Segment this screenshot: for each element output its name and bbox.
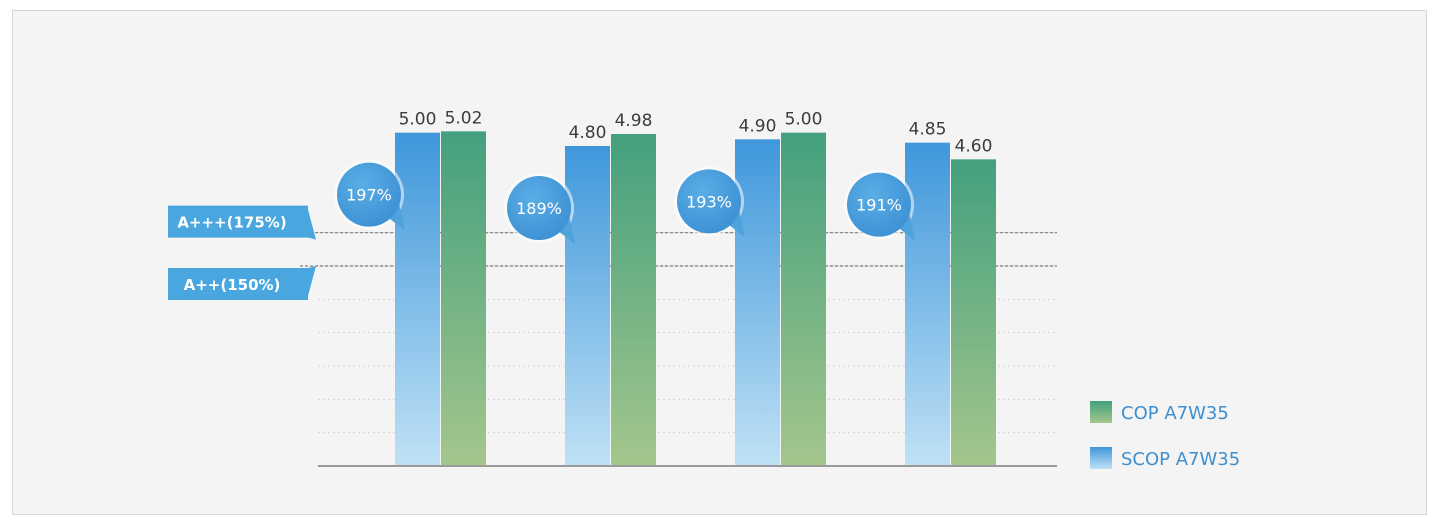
efficiency-bubble: [507, 176, 571, 240]
data-label-cop: 4.60: [955, 136, 993, 156]
efficiency-bubble-tail: [727, 209, 745, 238]
efficiency-bubble-tail: [387, 202, 405, 231]
legend: COP A7W35 SCOP A7W35: [1090, 401, 1240, 470]
data-label-scop: 4.80: [569, 123, 607, 143]
reference-tags: A+++(175%) A++(150%): [168, 205, 316, 300]
efficiency-bubble-tail: [897, 212, 915, 241]
reference-tag-label: A++(150%): [184, 276, 281, 294]
reference-tag-pointer: [308, 266, 316, 296]
efficiency-bubble: [677, 169, 741, 234]
bar-cop: [441, 131, 486, 467]
data-label-scop: 5.00: [399, 110, 437, 130]
efficiency-label: 197%: [346, 186, 392, 205]
bar-cop: [611, 134, 656, 466]
efficiency-bubble-tail: [557, 216, 575, 244]
legend-swatch-scop: [1090, 447, 1112, 469]
legend-swatch-cop: [1090, 401, 1112, 423]
efficiency-label: 193%: [686, 192, 732, 211]
legend-label-cop: COP A7W35: [1121, 403, 1229, 424]
reference-tag-pointer: [308, 209, 316, 240]
bar-scop: [735, 139, 780, 467]
efficiency-bubble: [337, 162, 401, 227]
efficiency-label: 189%: [516, 199, 562, 218]
data-label-cop: 5.02: [445, 108, 483, 128]
efficiency-bubbles: 197% 189% 193% 191%: [334, 159, 915, 244]
bar-scop: [565, 146, 610, 466]
bar-cop: [781, 132, 826, 466]
reference-tag: [168, 268, 308, 300]
bars: 5.00 5.02 4.80 4.98 4.90 5.00 4.85 4.60: [395, 108, 996, 467]
efficiency-label: 191%: [856, 196, 902, 215]
data-label-scop: 4.85: [909, 120, 947, 140]
bar-scop: [905, 142, 950, 466]
data-label-cop: 4.98: [615, 111, 653, 131]
data-label-scop: 4.90: [739, 116, 777, 136]
bar-cop: [951, 159, 996, 467]
efficiency-bubble: [847, 172, 911, 237]
data-label-cop: 5.00: [785, 110, 823, 130]
chart-panel: [12, 10, 1427, 515]
legend-label-scop: SCOP A7W35: [1121, 449, 1240, 470]
reference-tag: [168, 205, 308, 238]
reference-tag-label: A+++(175%): [177, 214, 286, 232]
